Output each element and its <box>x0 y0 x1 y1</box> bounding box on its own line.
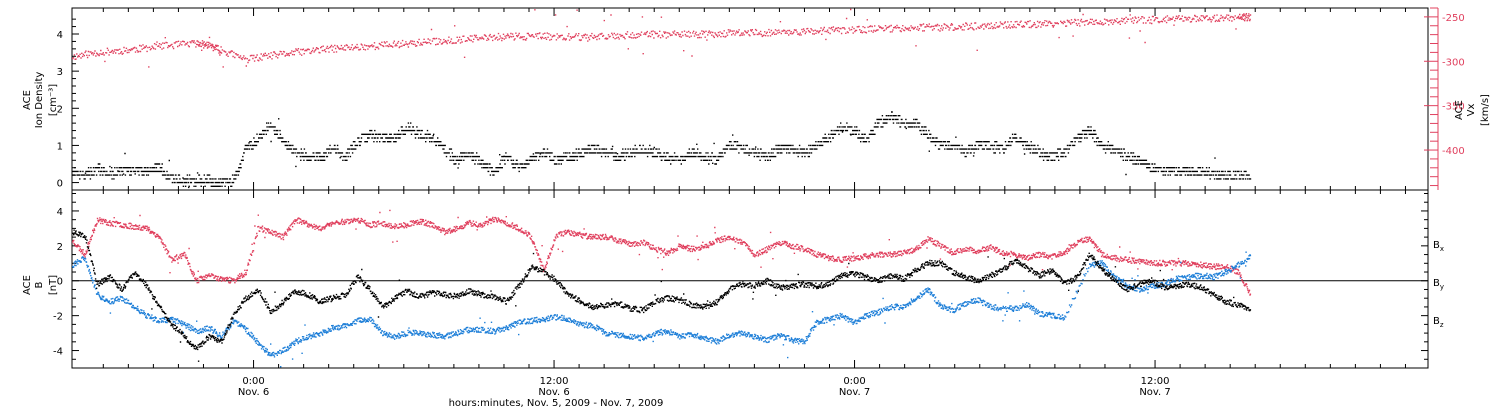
b-tick-label: 0 <box>57 277 63 288</box>
vx-axis-label: ACE Vx [km/s] <box>1454 94 1491 126</box>
vx-tick-label: -400 <box>1442 146 1465 157</box>
x-tick-label-time: 0:00 <box>843 376 865 387</box>
vx-tick-label: -300 <box>1442 57 1465 68</box>
b-tick-label: -2 <box>53 312 63 323</box>
ion-density-label-line-3: [cm⁻³] <box>48 84 59 116</box>
legend-by: By <box>1433 278 1444 291</box>
vx-tick-label: -250 <box>1442 13 1465 24</box>
x-tick-label-time: 0:00 <box>242 376 264 387</box>
legend-bz: Bz <box>1433 316 1444 329</box>
x-tick-label-date: Nov. 7 <box>1139 387 1170 398</box>
b-label-line-2: B <box>34 281 45 288</box>
b-tick-label: -4 <box>53 347 63 358</box>
magnetic-field-axis-label: ACE B [nT] <box>22 275 59 295</box>
b-tick-label: 4 <box>57 207 63 218</box>
x-axis-label: hours:minutes, Nov. 5, 2009 - Nov. 7, 20… <box>449 398 664 409</box>
ion-density-axis-label: ACE Ion Density [cm⁻³] <box>22 72 59 129</box>
ion-density-series <box>72 111 1252 189</box>
magnetic-field-plot-frame <box>71 189 1429 369</box>
ion-density-tick-label: 2 <box>57 104 63 115</box>
b-label-line-3: [nT] <box>48 275 59 295</box>
vx-series <box>72 8 1252 68</box>
bz-series <box>72 209 1252 296</box>
ion-density-label-line-2: Ion Density <box>34 72 45 129</box>
x-tick-label-date: Nov. 6 <box>538 387 569 398</box>
b-tick-label: 2 <box>57 242 63 253</box>
vx-label-line-2: Vx <box>1466 104 1477 117</box>
x-tick-label-time: 12:00 <box>540 376 569 387</box>
ion-density-tick-label: 1 <box>57 141 63 152</box>
magnetic-field-legend: Bx By Bz <box>1433 240 1444 329</box>
bx-series <box>72 229 1252 362</box>
ion-density-tick-label: 0 <box>57 179 63 190</box>
vx-tick-label: -350 <box>1442 102 1465 113</box>
x-tick-label-time: 12:00 <box>1141 376 1170 387</box>
ion-density-label-line-1: ACE <box>22 90 33 110</box>
b-label-line-1: ACE <box>22 275 33 295</box>
x-tick-label-date: Nov. 7 <box>839 387 870 398</box>
by-series <box>72 251 1252 368</box>
vx-label-line-3: [km/s] <box>1480 94 1491 126</box>
legend-bx: Bx <box>1433 240 1444 253</box>
x-tick-label-date: Nov. 6 <box>238 387 269 398</box>
vx-label-line-1: ACE <box>1454 100 1465 120</box>
ion-density-tick-label: 3 <box>57 67 63 78</box>
ion-density-tick-label: 4 <box>57 30 63 41</box>
ion-density-axes: 0 1 2 3 4 -250 -300 -350 -400 <box>57 7 1465 191</box>
